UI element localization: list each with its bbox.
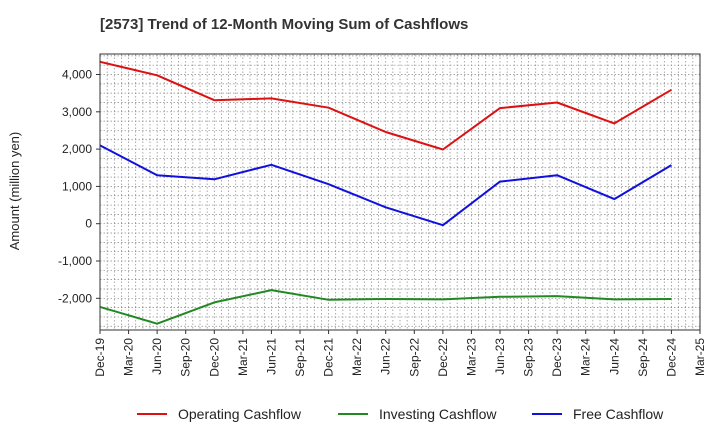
series-lines <box>99 60 672 325</box>
x-tick-label: Mar-25 <box>693 338 707 376</box>
legend: Operating Cashflow Investing Cashflow Free… <box>137 406 664 422</box>
y-tick-label: 1,000 <box>62 179 92 193</box>
x-tick-label: Sep-22 <box>407 338 421 377</box>
gridlines <box>99 54 701 330</box>
x-tick-label: Dec-22 <box>436 338 450 377</box>
x-tick-label: Jun-21 <box>264 338 278 375</box>
chart-title: [2573] Trend of 12-Month Moving Sum of C… <box>100 16 468 33</box>
y-axis-ticks: 4,000 3,000 2,000 1,000 0 -1,000 -2,000 <box>58 68 100 305</box>
legend-label-free-cashflow: Free Cashflow <box>573 406 664 422</box>
plot-frame <box>99 53 701 331</box>
x-tick-label: Dec-24 <box>664 338 678 377</box>
series-line-free-cashflow <box>99 144 672 227</box>
x-tick-label: Dec-19 <box>93 338 107 377</box>
x-tick-label: Mar-22 <box>350 338 364 376</box>
x-tick-label: Sep-21 <box>293 338 307 377</box>
y-axis-label: Amount (million yen) <box>7 132 22 251</box>
y-tick-label: -2,000 <box>58 291 92 305</box>
x-tick-label: Sep-23 <box>522 338 536 377</box>
y-tick-label: 4,000 <box>62 68 92 82</box>
x-tick-label: Sep-20 <box>179 338 193 377</box>
y-tick-label: 0 <box>85 217 92 231</box>
x-tick-label: Dec-23 <box>550 338 564 377</box>
x-tick-label: Jun-23 <box>493 338 507 375</box>
series-line-operating-cashflow <box>99 60 672 151</box>
x-tick-label: Mar-24 <box>579 338 593 376</box>
legend-label-investing-cashflow: Investing Cashflow <box>379 406 497 422</box>
x-tick-label: Dec-21 <box>322 338 336 377</box>
x-tick-label: Jun-22 <box>379 338 393 375</box>
x-tick-label: Mar-23 <box>464 338 478 376</box>
legend-label-operating-cashflow: Operating Cashflow <box>178 406 302 422</box>
series-line-investing-cashflow <box>99 289 672 325</box>
y-tick-label: 3,000 <box>62 105 92 119</box>
x-tick-label: Mar-21 <box>236 338 250 376</box>
y-tick-label: -1,000 <box>58 254 92 268</box>
x-tick-label: Dec-20 <box>207 338 221 377</box>
x-tick-label: Jun-24 <box>607 338 621 375</box>
x-axis-ticks: Dec-19 Mar-20 Jun-20 Sep-20 Dec-20 Mar-21 Jun-… <box>93 330 707 377</box>
x-tick-label: Sep-24 <box>636 338 650 377</box>
x-tick-label: Mar-20 <box>122 338 136 376</box>
x-tick-label: Jun-20 <box>150 338 164 375</box>
y-tick-label: 2,000 <box>62 142 92 156</box>
